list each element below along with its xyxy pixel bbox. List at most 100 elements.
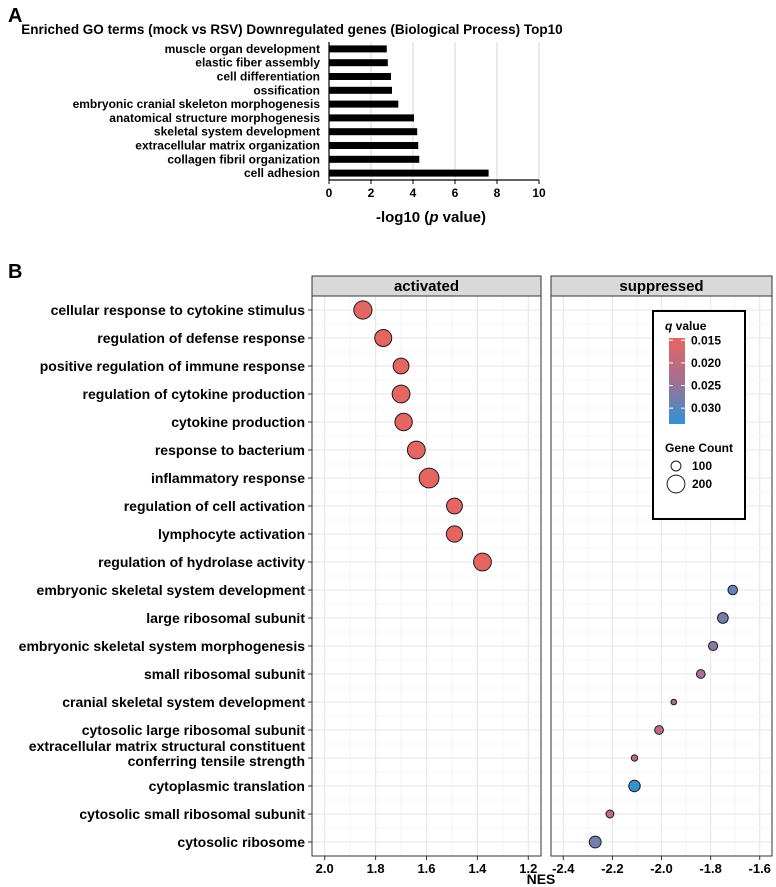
panel-b-point [394,412,413,432]
panel-a-bar [329,86,392,94]
panel-b-point [717,612,729,624]
panel-a-y-tick-label: cell adhesion [244,166,320,180]
panel-a-x-axis-title-italic: p [428,209,438,226]
panel-b-point [418,467,440,489]
legend-size-circle [670,460,682,472]
panel-a-bar [329,100,399,108]
panel-b-x-tick-label: -2.0 [650,861,672,876]
legend-size-label: 200 [692,477,712,491]
panel-a-y-tick-label: elastic fiber assembly [195,56,320,70]
panel-b-point [473,552,492,572]
panel-a-bar [329,128,418,136]
panel-a-y-tick-label: skeletal system development [154,125,320,139]
panel-b-point [392,357,410,375]
panel-b-point [588,835,602,849]
panel-b-x-tick-label: 1.4 [468,861,487,876]
panel-b-x-tick-label: -2.2 [601,861,623,876]
panel-a-y-tick-label: embryonic cranial skeleton morphogenesis [73,97,321,111]
panel-a-x-tick-label: 0 [326,186,333,200]
panel-b-y-tick-label: regulation of defense response [97,330,305,346]
panel-b-y-tick-label: response to bacterium [155,442,305,458]
panel-b-point [445,525,464,543]
panel-b-y-tick-label: embryonic skeletal system morphogenesis [19,638,306,654]
panel-b-x-tick-label: 2.0 [316,861,334,876]
panel-b-point [406,440,426,460]
panel-b-point [727,584,738,596]
panel-b-y-tick-label: cytosolic small ribosomal subunit [79,806,305,822]
panel-b-y-tick-label: inflammatory response [151,470,305,486]
panel-b-point [670,698,678,706]
panel-b-y-tick-label: cytokine production [171,414,305,430]
panel-b-y-tick-label: small ribosomal subunit [144,666,305,682]
panel-a-y-tick-label: anatomical structure morphogenesis [109,111,320,125]
legend-color-title-suffix: value [672,319,706,333]
facet-strip-activated-label: activated [394,278,459,295]
panel-b-y-tick-label: lymphocyte activation [158,526,305,542]
panel-a: A Enriched GO terms (mock vs RSV) Downre… [8,5,563,226]
panel-b-y-tick-labels: cellular response to cytokine stimulus re… [19,302,312,850]
panel-b-point [654,725,664,735]
legend-color-tick-label: 0.025 [691,379,721,393]
panel-b-x-tick-label: 1.8 [367,861,385,876]
panel-b-y-tick-label: cranial skeletal system development [62,694,305,710]
panel-a-y-tick-label: collagen fibril organization [167,152,320,166]
panel-b-x-tick-label: 1.6 [417,861,435,876]
panel-b-y-tick-label: regulation of cytokine production [83,386,305,402]
panel-a-x-ticks: 0 2 4 6 8 10 [326,180,546,200]
legend-size-label: 100 [692,459,712,473]
panel-b: B activated suppressed cellular response… [8,261,773,887]
panel-a-y-tick-label: muscle organ development [165,42,320,56]
panel-b-x-tick-label: 1.2 [519,861,537,876]
facet-strip-suppressed-label: suppressed [619,278,703,295]
panel-b-point [391,384,411,404]
panel-a-x-axis-title-prefix: -log10 ( [376,209,429,226]
panel-a-x-tick-label: 8 [494,186,501,200]
legend-size-circle [666,474,686,494]
panel-a-y-tick-label: cell differentiation [217,70,320,84]
panel-a-bar [329,114,415,122]
panel-a-bars [329,45,489,177]
panel-b-label: B [8,261,22,283]
legend-color-tick-label: 0.015 [691,333,721,347]
legend-color-title: q value [665,319,707,333]
panel-b-y-tick-label: cellular response to cytokine stimulus [51,302,306,318]
panel-a-title: Enriched GO terms (mock vs RSV) Downregu… [21,22,562,37]
panel-a-bar [329,73,391,80]
legend-color-title-italic: q [665,319,673,333]
panel-a-x-tick-label: 6 [452,186,459,200]
panel-b-y-tick-label: regulation of hydrolase activity [98,554,305,570]
legend-color-tick-label: 0.030 [691,401,721,415]
panel-b-x-axis-title: NES [527,871,556,887]
panel-a-y-tick-label: extracellular matrix organization [135,139,320,153]
panel-a-bar [329,59,388,67]
panel-b-point [628,779,641,793]
panel-b-x-ticks: 2.0 1.8 1.6 1.4 1.2 -2.4 -2.2 -2.0 -1.8 -1.6 [316,856,771,876]
panel-b-y-tick-label: cytoplasmic translation [149,778,305,794]
panel-a-x-tick-label: 4 [410,186,417,200]
panel-b-points [353,300,738,849]
legend-color-tick-label: 0.020 [691,356,721,370]
legend-colorbar [669,338,685,424]
panel-b-y-tick-label: regulation of cell activation [124,498,305,514]
panel-a-label: A [8,5,22,27]
panel-a-x-tick-label: 10 [532,186,546,200]
panel-a-bar [329,45,387,53]
panel-b-y-tick-label: conferring tensile strength [128,753,305,769]
panel-b-y-tick-label: embryonic skeletal system development [37,582,306,598]
legend-size-title: Gene Count [665,441,733,455]
panel-a-bar [329,169,489,177]
panel-b-y-tick-label: large ribosomal subunit [146,610,305,626]
panel-a-y-tick-label: ossification [253,83,320,97]
panel-a-bar [329,142,419,149]
legend-color-ticks: 0.015 0.020 0.025 0.030 [669,333,721,415]
panel-b-point [695,669,706,679]
panel-b-point [353,300,373,320]
panel-b-y-tick-label: positive regulation of immune response [40,358,305,374]
panel-b-x-tick-label: -2.4 [552,861,575,876]
panel-b-point [605,809,615,819]
panel-b-point [630,754,639,762]
